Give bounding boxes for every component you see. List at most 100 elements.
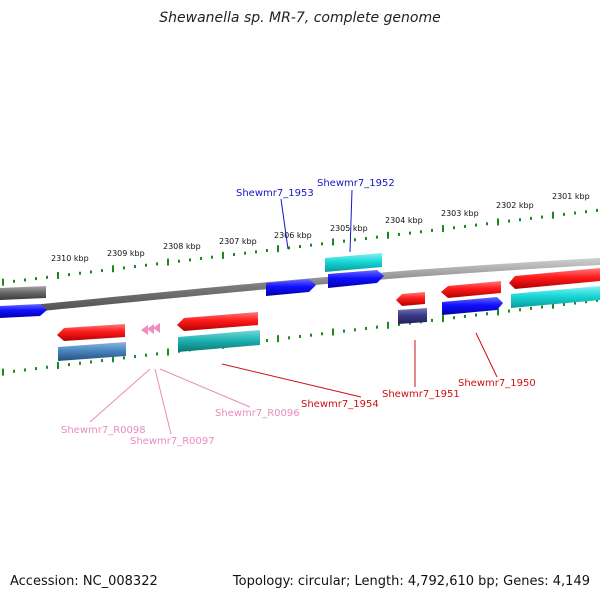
ruler-labels: 2310 kbp 2309 kbp 2308 kbp 2307 kbp 2306… — [51, 192, 590, 263]
ruler-label-2309: 2309 kbp — [107, 249, 145, 258]
label-shewmr7-1951: Shewmr7_1951 — [382, 389, 460, 400]
upper-ruler-ticks — [2, 208, 598, 286]
lower-ruler-tick — [68, 363, 70, 367]
upper-ruler-tick — [178, 259, 180, 263]
lower-ruler-tick — [508, 309, 510, 313]
lower-ruler-tick — [288, 336, 290, 340]
gene-blue-1952b — [328, 270, 384, 288]
label-shewmr7-1953: Shewmr7_1953 — [236, 188, 314, 199]
lower-ruler-tick — [277, 335, 279, 343]
upper-ruler-tick — [332, 238, 334, 246]
lower-ruler-tick — [431, 318, 433, 322]
upper-ruler-tick — [497, 218, 499, 226]
upper-ruler-tick — [508, 219, 510, 223]
label-leaders — [89, 189, 498, 435]
upper-ruler-tick — [299, 245, 301, 248]
upper-ruler-tick — [90, 270, 92, 274]
lower-ruler-tick — [90, 360, 92, 364]
accession-text: Accession: NC_008322 — [10, 574, 158, 589]
gene-gray — [0, 286, 46, 300]
genome-stats-text: Topology: circular; Length: 4,792,610 bp… — [232, 574, 590, 589]
upper-ruler-tick — [387, 231, 389, 239]
upper-ruler-tick — [46, 275, 48, 279]
lower-ruler-tick — [321, 332, 323, 336]
upper-ruler-tick — [574, 211, 576, 215]
upper-ruler-tick — [596, 208, 598, 212]
upper-ruler-tick — [167, 258, 169, 266]
lower-ruler-tick — [486, 312, 488, 316]
upper-ruler-tick — [2, 278, 4, 286]
lower-ruler-tick — [574, 301, 576, 305]
lower-ruler-tick — [563, 302, 565, 306]
upper-ruler-tick — [464, 224, 466, 228]
ruler-label-2307: 2307 kbp — [219, 237, 257, 246]
lower-ruler-tick — [13, 369, 15, 373]
upper-ruler-tick — [343, 239, 345, 243]
gene-cyan-right — [511, 286, 600, 308]
upper-ruler-tick — [200, 257, 202, 261]
rna-r0097-a — [141, 325, 148, 335]
upper-ruler-tick — [475, 223, 477, 227]
lower-ruler-tick — [145, 353, 147, 357]
lower-ruler-tick — [35, 367, 37, 371]
gene-labels: Shewmr7_1953 Shewmr7_1952 Shewmr7_1954 S… — [61, 178, 536, 447]
upper-ruler-tick — [398, 232, 400, 236]
upper-ruler-tick — [79, 271, 81, 275]
lower-ruler-tick — [442, 315, 444, 323]
upper-ruler-tick — [35, 277, 37, 281]
lower-ruler-tick — [57, 361, 59, 369]
gene-steel-r0098 — [58, 342, 126, 361]
label-shewmr7-r0096: Shewmr7_R0096 — [215, 408, 300, 419]
lower-gene-track — [57, 312, 260, 361]
upper-ruler-tick — [552, 211, 554, 219]
upper-ruler-tick — [13, 279, 15, 283]
upper-ruler-tick — [222, 251, 224, 259]
upper-ruler-tick — [321, 242, 323, 246]
lower-ruler-tick — [354, 328, 356, 332]
gene-red-mid — [396, 292, 425, 306]
upper-ruler-tick — [233, 253, 235, 257]
ruler-label-2310: 2310 kbp — [51, 254, 89, 263]
lower-ruler-tick — [310, 333, 312, 337]
upper-ruler-tick — [365, 236, 367, 240]
label-shewmr7-r0098: Shewmr7_R0098 — [61, 425, 146, 436]
upper-ruler-tick — [134, 265, 136, 269]
lower-ruler-tick — [475, 313, 477, 317]
gene-shewmr7-1954 — [177, 312, 258, 331]
upper-ruler-tick — [57, 271, 59, 279]
upper-ruler-tick — [530, 216, 532, 220]
upper-ruler-tick — [541, 215, 543, 219]
label-shewmr7-r0097: Shewmr7_R0097 — [130, 436, 215, 447]
lower-ruler-tick — [376, 325, 378, 329]
upper-ruler-tick — [277, 245, 279, 253]
lower-ruler-tick — [134, 355, 136, 359]
lower-ruler-tick — [112, 355, 114, 363]
lower-ruler-tick — [343, 329, 345, 333]
lower-ruler-tick — [332, 328, 334, 336]
upper-ruler-tick — [420, 230, 422, 234]
upper-ruler-tick — [266, 249, 268, 253]
upper-ruler-tick — [156, 262, 158, 266]
lower-ruler-tick — [596, 298, 598, 302]
gene-red-right — [509, 268, 600, 289]
ruler-label-2304: 2304 kbp — [385, 216, 423, 225]
lower-ruler-tick — [398, 322, 400, 326]
lower-ruler-tick — [530, 306, 532, 310]
lower-ruler-tick — [519, 308, 521, 312]
lower-ruler-tick — [2, 368, 4, 376]
upper-ruler-tick — [453, 226, 455, 230]
lower-ruler-tick — [585, 300, 587, 304]
lower-ruler-tick — [497, 308, 499, 316]
label-shewmr7-1950: Shewmr7_1950 — [458, 378, 536, 389]
upper-ruler-tick — [486, 222, 488, 226]
upper-ruler-tick — [563, 212, 565, 216]
lower-ruler-tick — [167, 348, 169, 356]
lower-ruler-tick — [156, 352, 158, 356]
upper-ruler-tick — [409, 231, 411, 235]
gene-shewmr7-1953 — [266, 279, 316, 296]
gene-blue-1950b — [442, 297, 503, 315]
ruler-label-2305: 2305 kbp — [330, 224, 368, 233]
upper-ruler-tick — [244, 251, 246, 255]
rna-r0096 — [153, 323, 160, 333]
